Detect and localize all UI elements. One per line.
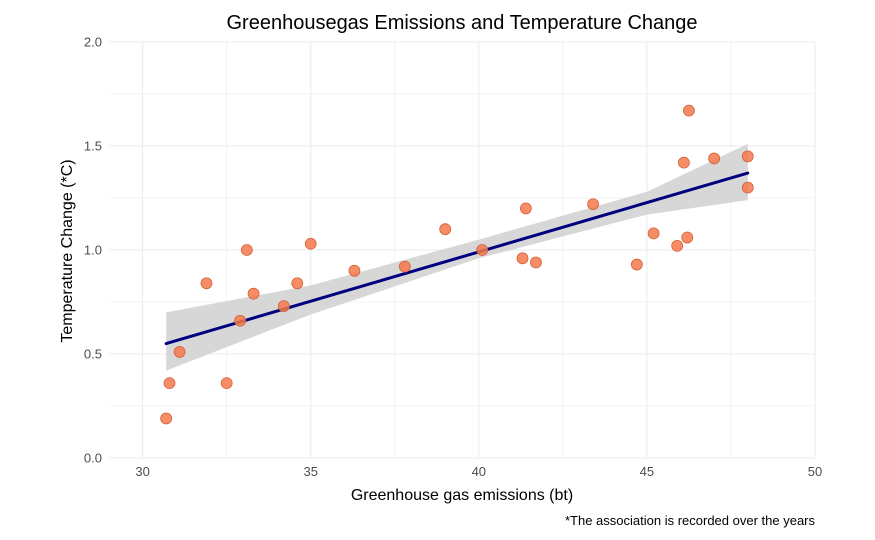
data-point	[630, 258, 643, 271]
data-point	[741, 181, 754, 194]
data-point	[160, 412, 173, 425]
x-tick-label: 40	[472, 464, 486, 479]
chart-title: Greenhousegas Emissions and Temperature …	[226, 12, 697, 34]
y-tick-label: 1.5	[84, 139, 102, 154]
data-point	[240, 244, 253, 256]
data-point	[234, 314, 247, 327]
data-points-layer	[160, 104, 754, 425]
y-axis-title: Temperature Change (*C)	[59, 159, 76, 342]
data-point	[200, 277, 213, 290]
data-point	[519, 202, 532, 215]
x-tick-label: 35	[303, 464, 317, 479]
data-point	[173, 346, 186, 358]
data-point	[247, 287, 260, 300]
data-point	[163, 377, 176, 390]
x-tick-label: 50	[808, 464, 822, 479]
x-tick-label: 45	[640, 464, 654, 479]
trend-line	[164, 171, 750, 346]
data-point	[304, 237, 317, 250]
data-point	[277, 300, 290, 313]
data-point	[683, 104, 695, 117]
x-axis-title: Greenhouse gas emissions (bt)	[351, 487, 573, 504]
y-tick-label: 2.0	[84, 35, 102, 50]
data-point	[587, 198, 600, 211]
data-point	[647, 227, 660, 240]
data-point	[398, 260, 411, 273]
data-point	[291, 277, 304, 290]
data-point	[348, 264, 361, 277]
y-tick-label: 0.0	[84, 451, 102, 466]
trend-line-layer	[164, 171, 750, 346]
y-tick-label: 1.0	[84, 243, 102, 258]
data-point	[476, 244, 489, 256]
data-point	[516, 252, 529, 265]
data-point	[530, 256, 542, 269]
data-point	[671, 239, 684, 252]
data-point	[220, 377, 233, 390]
chart-caption: *The association is recorded over the ye…	[565, 513, 816, 528]
data-point	[439, 223, 452, 236]
data-point	[677, 156, 690, 169]
data-point	[741, 150, 754, 163]
y-tick-label: 0.5	[84, 347, 102, 362]
data-point	[681, 231, 694, 244]
x-tick-label: 30	[135, 464, 149, 479]
data-point	[708, 152, 721, 165]
tick-labels-layer: 30 35 40 45 50 0.0 0.5 1.0 1.5 2.0	[84, 35, 822, 480]
